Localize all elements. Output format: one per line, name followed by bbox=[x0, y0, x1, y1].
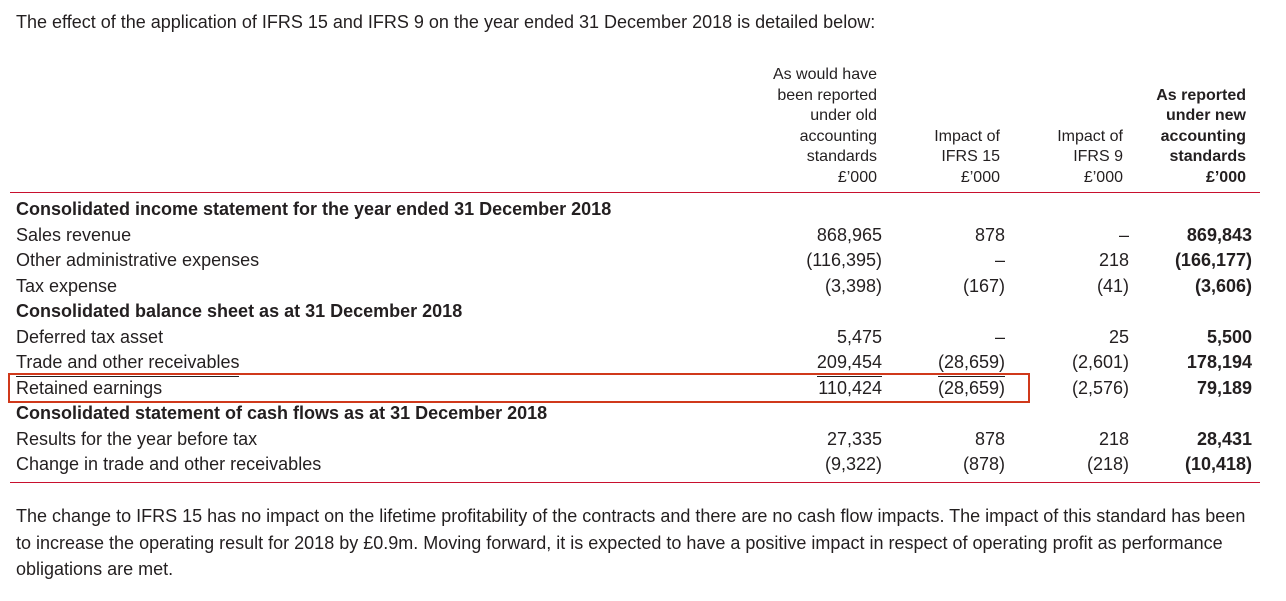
header-line: £’000 bbox=[1205, 168, 1246, 186]
header-line: accounting bbox=[1160, 127, 1246, 145]
cell-impact-ifrs9: (41) bbox=[1096, 275, 1129, 296]
header-line: under new bbox=[1165, 107, 1246, 124]
header-line: £’000 bbox=[1083, 168, 1123, 186]
explanatory-paragraph: The change to IFRS 15 has no impact on t… bbox=[16, 506, 1246, 579]
header-line: £’000 bbox=[837, 168, 877, 186]
header-line: standards bbox=[1169, 148, 1246, 165]
table-row-retained-earnings: Retained earnings 110,424 (28,659) (2,57… bbox=[0, 376, 1286, 402]
header-line: under old bbox=[810, 107, 877, 124]
section-row-cash-flows: Consolidated statement of cash flows as … bbox=[0, 401, 1286, 427]
cell-impact-ifrs9: – bbox=[1118, 224, 1129, 245]
cell-old-standards: 868,965 bbox=[816, 224, 882, 245]
column-header-impact-ifrs9: Impact of IFRS 9 £’000 bbox=[1057, 127, 1123, 189]
header-line: IFRS 15 bbox=[941, 148, 1000, 165]
cell-old-standards: 5,475 bbox=[836, 326, 882, 347]
table-bottom-rule bbox=[10, 482, 1260, 483]
cell-old-standards: (116,395) bbox=[806, 250, 882, 270]
header-line: standards bbox=[806, 148, 877, 165]
header-line: been reported bbox=[777, 86, 877, 104]
cell-new-standards: 79,189 bbox=[1196, 377, 1252, 398]
row-label: Consolidated statement of cash flows as … bbox=[16, 403, 548, 423]
row-label: Deferred tax asset bbox=[16, 326, 164, 347]
cell-impact-ifrs15: – bbox=[994, 326, 1005, 347]
row-label: Change in trade and other receivables bbox=[16, 454, 322, 474]
cell-new-standards: 28,431 bbox=[1196, 428, 1252, 449]
cell-impact-ifrs15: (28,659) bbox=[937, 350, 1005, 377]
cell-old-standards: 110,424 bbox=[818, 377, 882, 398]
row-label: Consolidated income statement for the ye… bbox=[16, 199, 612, 219]
header-line: accounting bbox=[799, 127, 877, 145]
row-label: Results for the year before tax bbox=[16, 428, 258, 449]
table-row-tax-expense: Tax expense (3,398) (167) (41) (3,606) bbox=[0, 274, 1286, 300]
cell-old-standards: 27,335 bbox=[826, 428, 882, 449]
table-row-trade-receivables: Trade and other receivables 209,454 (28,… bbox=[0, 350, 1286, 377]
column-header-new-standards: As reported under new accounting standar… bbox=[1156, 86, 1246, 189]
row-label: Tax expense bbox=[16, 275, 118, 296]
table-row-deferred-tax-asset: Deferred tax asset 5,475 – 25 5,500 bbox=[0, 325, 1286, 351]
header-line: Impact of bbox=[934, 127, 1000, 145]
row-label: Trade and other receivables bbox=[16, 350, 240, 377]
cell-impact-ifrs15: (878) bbox=[962, 454, 1005, 474]
header-line: As would have bbox=[772, 66, 877, 83]
cell-new-standards: 5,500 bbox=[1206, 326, 1252, 347]
column-header-impact-ifrs15: Impact of IFRS 15 £’000 bbox=[934, 127, 1000, 189]
table-row-results-before-tax: Results for the year before tax 27,335 8… bbox=[0, 427, 1286, 453]
cell-impact-ifrs9: 218 bbox=[1098, 250, 1129, 270]
cell-impact-ifrs15: 878 bbox=[974, 224, 1005, 245]
header-line: IFRS 9 bbox=[1073, 148, 1123, 165]
cell-old-standards: 209,454 bbox=[816, 350, 882, 377]
table-row-change-receivables: Change in trade and other receivables (9… bbox=[0, 452, 1286, 478]
cell-new-standards: 869,843 bbox=[1186, 224, 1252, 245]
row-label: Sales revenue bbox=[16, 224, 132, 245]
intro-text: The effect of the application of IFRS 15… bbox=[16, 12, 876, 32]
cell-impact-ifrs9: (2,576) bbox=[1071, 377, 1129, 398]
header-line: Impact of bbox=[1057, 127, 1123, 145]
cell-impact-ifrs9: (2,601) bbox=[1071, 352, 1129, 372]
table-top-rule bbox=[10, 192, 1260, 193]
cell-impact-ifrs9: (218) bbox=[1086, 454, 1129, 474]
retained-earnings-highlight-box bbox=[8, 373, 1030, 403]
table-row-other-admin-expenses: Other administrative expenses (116,395) … bbox=[0, 248, 1286, 274]
row-label: Other administrative expenses bbox=[16, 250, 260, 270]
cell-new-standards: (10,418) bbox=[1184, 454, 1252, 474]
section-row-income-statement: Consolidated income statement for the ye… bbox=[0, 197, 1286, 223]
cell-impact-ifrs15: (28,659) bbox=[937, 377, 1005, 398]
cell-new-standards: (3,606) bbox=[1194, 275, 1252, 296]
cell-new-standards: 178,194 bbox=[1186, 352, 1252, 372]
cell-old-standards: (9,322) bbox=[824, 454, 882, 474]
cell-new-standards: (166,177) bbox=[1174, 250, 1252, 270]
cell-impact-ifrs9: 218 bbox=[1098, 428, 1129, 449]
row-label: Consolidated balance sheet as at 31 Dece… bbox=[16, 301, 463, 321]
cell-impact-ifrs15: (167) bbox=[962, 275, 1005, 296]
section-row-balance-sheet: Consolidated balance sheet as at 31 Dece… bbox=[0, 299, 1286, 325]
cell-impact-ifrs15: – bbox=[994, 250, 1005, 270]
cell-old-standards: (3,398) bbox=[824, 275, 882, 296]
row-label: Retained earnings bbox=[16, 377, 163, 398]
column-header-old-standards: As would have been reported under old ac… bbox=[773, 65, 877, 188]
cell-impact-ifrs15: 878 bbox=[974, 428, 1005, 449]
cell-impact-ifrs9: 25 bbox=[1108, 326, 1129, 347]
header-line: As reported bbox=[1156, 86, 1246, 104]
table-row-sales-revenue: Sales revenue 868,965 878 – 869,843 bbox=[0, 223, 1286, 249]
header-line: £’000 bbox=[960, 168, 1000, 186]
